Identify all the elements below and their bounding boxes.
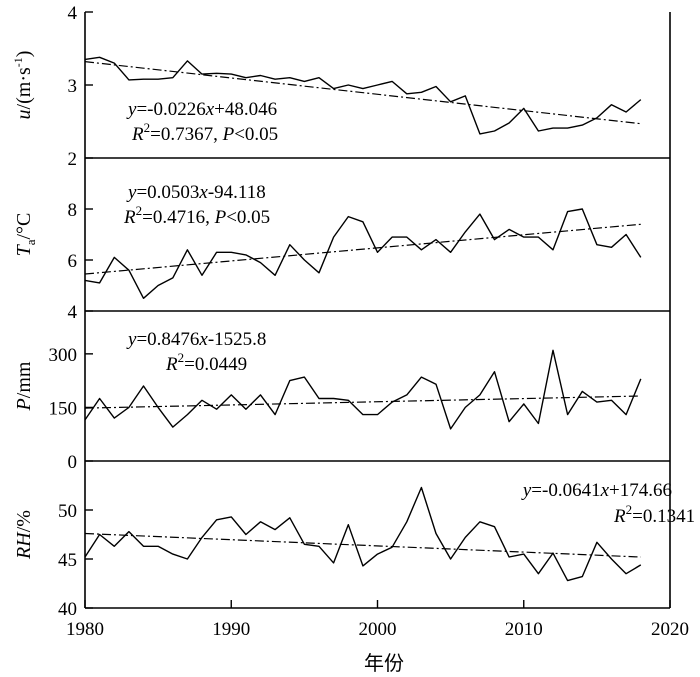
regression-equation: y=-0.0226x+48.046 bbox=[126, 99, 277, 120]
statistics-part: 2 bbox=[136, 203, 143, 218]
statistics-part: 2 bbox=[144, 120, 151, 135]
equation-part: x bbox=[198, 182, 208, 203]
equation-part: =0.8476 bbox=[136, 329, 199, 350]
y-label-unit: /% bbox=[13, 510, 35, 532]
y-label-symbol: u bbox=[13, 109, 35, 119]
statistics-part: R bbox=[613, 506, 626, 527]
x-tick-label: 1980 bbox=[66, 619, 104, 640]
regression-equation: y=0.0503x-94.118 bbox=[126, 182, 266, 203]
y-tick-label: 150 bbox=[49, 398, 78, 419]
equation-part: y bbox=[521, 480, 532, 501]
regression-statistics: R2=0.7367, P<0.05 bbox=[131, 120, 278, 145]
statistics-part: <0.05 bbox=[234, 124, 278, 145]
series-line bbox=[84, 56, 642, 135]
y-tick-label: 50 bbox=[58, 501, 77, 522]
x-tick-label: 2010 bbox=[505, 619, 543, 640]
panel-1: 2 3 4 u/(m·s-1) y=-0.0226x+48.046R2=0.7367, … bbox=[11, 3, 671, 170]
equation-part: x bbox=[198, 329, 208, 350]
y-label-unit: /mm bbox=[13, 361, 35, 398]
y-tick-label: 45 bbox=[58, 550, 77, 571]
y-label-symbol: P bbox=[13, 398, 35, 411]
y-tick-label: 0 bbox=[68, 452, 78, 473]
statistics-part: 2 bbox=[178, 350, 185, 365]
statistics-part: =0.0449 bbox=[184, 354, 247, 375]
equation-part: -1525.8 bbox=[208, 329, 267, 350]
y-label-symbol: RH bbox=[13, 531, 35, 560]
series-line bbox=[84, 486, 642, 582]
equation-part: x bbox=[205, 99, 215, 120]
trend-line bbox=[84, 223, 641, 275]
y-tick-label: 40 bbox=[58, 599, 77, 620]
x-tick-label: 2000 bbox=[359, 619, 397, 640]
statistics-part: 2 bbox=[626, 502, 633, 517]
statistics-part: =0.4716, bbox=[142, 207, 214, 228]
x-tick-label: 2020 bbox=[651, 619, 689, 640]
y-tick-label: 6 bbox=[68, 251, 78, 272]
y-axis-label: Ta/°C bbox=[13, 213, 38, 257]
y-label-subscript: a bbox=[23, 239, 38, 245]
y-tick-label: 2 bbox=[68, 149, 78, 170]
y-axis-label: u/(m·s-1) bbox=[11, 51, 35, 120]
regression-statistics: R2=0.0449 bbox=[165, 350, 247, 375]
x-axis-title: 年份 bbox=[364, 651, 404, 675]
series-line bbox=[84, 208, 642, 299]
equation-part: x bbox=[600, 480, 610, 501]
equation-part: =-0.0641 bbox=[531, 480, 600, 501]
y-label-symbol: T bbox=[13, 243, 35, 256]
trend-line bbox=[84, 532, 641, 558]
x-tick-label: 1990 bbox=[212, 619, 250, 640]
regression-equation: y=0.8476x-1525.8 bbox=[126, 329, 266, 350]
chart-panels: 234u/(m·s-1)y=-0.0226x+48.046R2=0.7367, … bbox=[11, 3, 695, 620]
y-tick-label: 3 bbox=[68, 76, 78, 97]
y-tick-label: 300 bbox=[49, 345, 78, 366]
equation-part: +174.66 bbox=[609, 480, 672, 501]
y-tick-label: 4 bbox=[68, 302, 78, 323]
y-label-close: ) bbox=[13, 51, 35, 58]
y-axis-label: RH/% bbox=[13, 510, 35, 560]
regression-equation: y=-0.0641x+174.66 bbox=[521, 480, 672, 501]
statistics-part: R bbox=[123, 207, 136, 228]
y-tick-label: 8 bbox=[68, 200, 78, 221]
statistics-part: R bbox=[165, 354, 178, 375]
statistics-part: P bbox=[214, 207, 227, 228]
trend-line bbox=[84, 395, 641, 409]
statistics-part: =0.1341 bbox=[632, 506, 695, 527]
equation-part: =-0.0226 bbox=[136, 99, 205, 120]
y-label-superscript: -1 bbox=[11, 57, 25, 67]
equation-part: y bbox=[126, 182, 137, 203]
y-tick-label: 4 bbox=[68, 3, 78, 24]
regression-statistics: R2=0.1341 bbox=[613, 502, 695, 527]
x-axis: 1980 1990 2000 2010 2020 bbox=[66, 600, 689, 640]
y-label-unit: /(m·s bbox=[13, 67, 35, 109]
statistics-part: R bbox=[131, 124, 144, 145]
series-line bbox=[84, 349, 642, 430]
equation-part: y bbox=[126, 329, 137, 350]
equation-part: =0.0503 bbox=[136, 182, 199, 203]
statistics-part: P bbox=[222, 124, 235, 145]
equation-part: -94.118 bbox=[208, 182, 266, 203]
regression-statistics: R2=0.4716, P<0.05 bbox=[123, 203, 270, 228]
trend-line bbox=[84, 61, 641, 125]
statistics-part: =0.7367, bbox=[150, 124, 222, 145]
equation-part: +48.046 bbox=[214, 99, 277, 120]
y-label-unit: /°C bbox=[13, 213, 35, 240]
statistics-part: <0.05 bbox=[226, 207, 270, 228]
y-axis-label: P/mm bbox=[13, 361, 35, 411]
equation-part: y bbox=[126, 99, 137, 120]
